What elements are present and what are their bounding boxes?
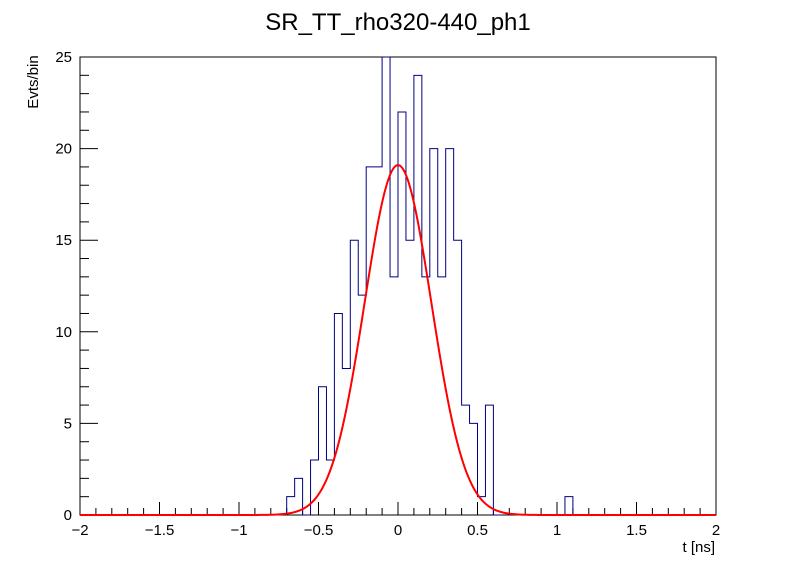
y-tick-label: 10: [55, 324, 72, 341]
histogram-bin: [390, 277, 398, 515]
histogram-bin: [454, 240, 462, 515]
y-tick-label: 15: [55, 232, 72, 249]
y-tick-label: 0: [64, 507, 72, 524]
y-tick-label: 5: [64, 415, 72, 432]
histogram-bin: [319, 387, 327, 515]
histogram-bin: [311, 460, 319, 515]
x-tick-label: 1.5: [626, 522, 647, 539]
gaussian-fit-curve: [80, 164, 716, 516]
x-tick-label: −2: [71, 522, 88, 539]
histogram-bin: [565, 497, 573, 515]
x-tick-label: −1: [230, 522, 247, 539]
histogram-bin: [446, 149, 454, 515]
y-axis: 0 5 10 15 20 25: [55, 49, 98, 524]
y-axis-label: Evts/bin: [25, 55, 42, 108]
x-tick-label: 1: [553, 522, 561, 539]
y-tick-label: 20: [55, 141, 72, 158]
histogram-outline: [286, 56, 574, 516]
chart-title: SR_TT_rho320-440_ph1: [265, 9, 531, 36]
histogram-bin: [406, 240, 414, 515]
x-axis: −2 −1.5 −1 −0.5 0 0.5 1 1.5 2: [71, 502, 720, 539]
histogram-bin: [422, 277, 430, 515]
histogram-bin: [485, 405, 493, 515]
histogram-bin: [438, 277, 446, 515]
histogram-bin: [334, 313, 342, 515]
histogram: [286, 56, 574, 516]
x-tick-label: 0.5: [467, 522, 488, 539]
x-tick-label: −0.5: [304, 522, 334, 539]
histogram-bin: [414, 75, 422, 515]
y-tick-label: 25: [55, 49, 72, 66]
x-axis-label: t [ns]: [682, 539, 715, 556]
histogram-bin: [358, 295, 366, 515]
histogram-bin: [470, 423, 478, 515]
histogram-bin: [366, 167, 374, 515]
x-tick-label: 2: [712, 522, 720, 539]
x-tick-label: 0: [394, 522, 402, 539]
x-tick-label: −1.5: [145, 522, 175, 539]
histogram-bin: [382, 57, 390, 515]
